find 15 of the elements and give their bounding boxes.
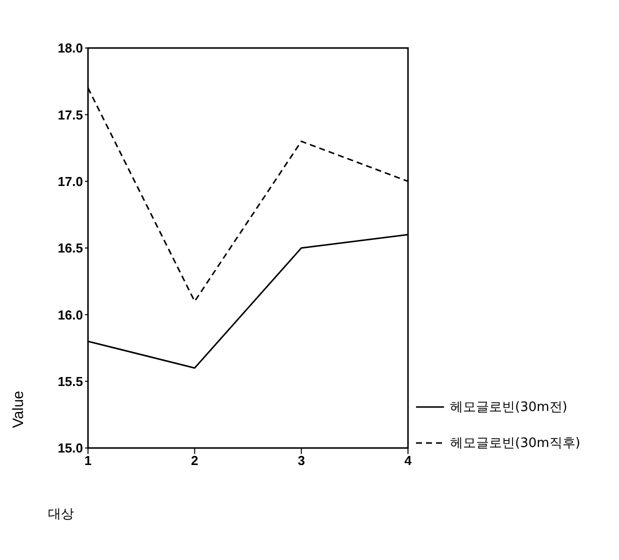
- x-tick-label: 2: [191, 453, 198, 468]
- x-tick-label: 3: [298, 453, 305, 468]
- y-tick-label: 17.0: [58, 174, 83, 189]
- x-tick-label: 4: [404, 453, 412, 468]
- legend-label: 헤모글로빈(30m직후): [450, 435, 580, 452]
- y-tick-label: 15.5: [58, 374, 83, 389]
- y-tick-label: 16.5: [58, 240, 83, 256]
- y-axis-title: Value: [10, 390, 27, 428]
- y-tick-label: 16.0: [58, 307, 83, 322]
- x-tick-label: 1: [84, 453, 92, 468]
- y-tick-label: 18.0: [58, 40, 83, 56]
- y-tick-label: 15.0: [58, 440, 83, 456]
- x-axis-title: 대상: [48, 507, 74, 522]
- legend-label: 헤모글로빈(30m전): [450, 399, 568, 416]
- y-tick-label: 17.5: [58, 107, 83, 122]
